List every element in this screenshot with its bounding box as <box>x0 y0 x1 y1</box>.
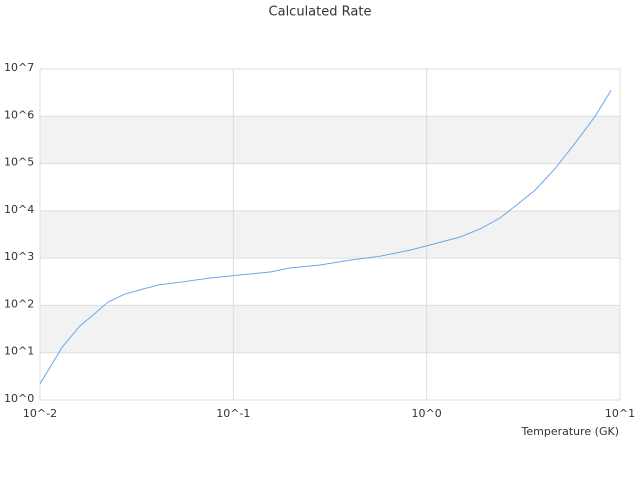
grid-band <box>40 116 620 164</box>
x-axis-label: Temperature (GK) <box>521 425 620 438</box>
chart-title: Calculated Rate <box>269 5 372 20</box>
x-tick-label: 10^-1 <box>216 407 250 420</box>
y-tick-label: 10^6 <box>4 108 34 121</box>
grid-band <box>40 352 620 400</box>
y-tick-label: 10^5 <box>4 156 34 169</box>
y-tick-label: 10^7 <box>4 61 34 74</box>
y-tick-label: 10^4 <box>4 203 34 216</box>
grid-band <box>40 69 620 117</box>
y-tick-label: 10^2 <box>4 297 34 310</box>
x-tick-label: 10^-2 <box>23 407 57 420</box>
grid-band <box>40 305 620 353</box>
data-line <box>39 90 612 385</box>
x-tick-label: 10^1 <box>605 407 635 420</box>
y-tick-label: 10^0 <box>4 392 34 405</box>
y-tick-label: 10^3 <box>4 250 34 263</box>
y-tick-label: 10^1 <box>4 345 34 358</box>
grid-band <box>40 258 620 306</box>
grid-band <box>40 163 620 211</box>
grid-band <box>40 210 620 259</box>
x-tick-label: 10^0 <box>412 407 442 420</box>
